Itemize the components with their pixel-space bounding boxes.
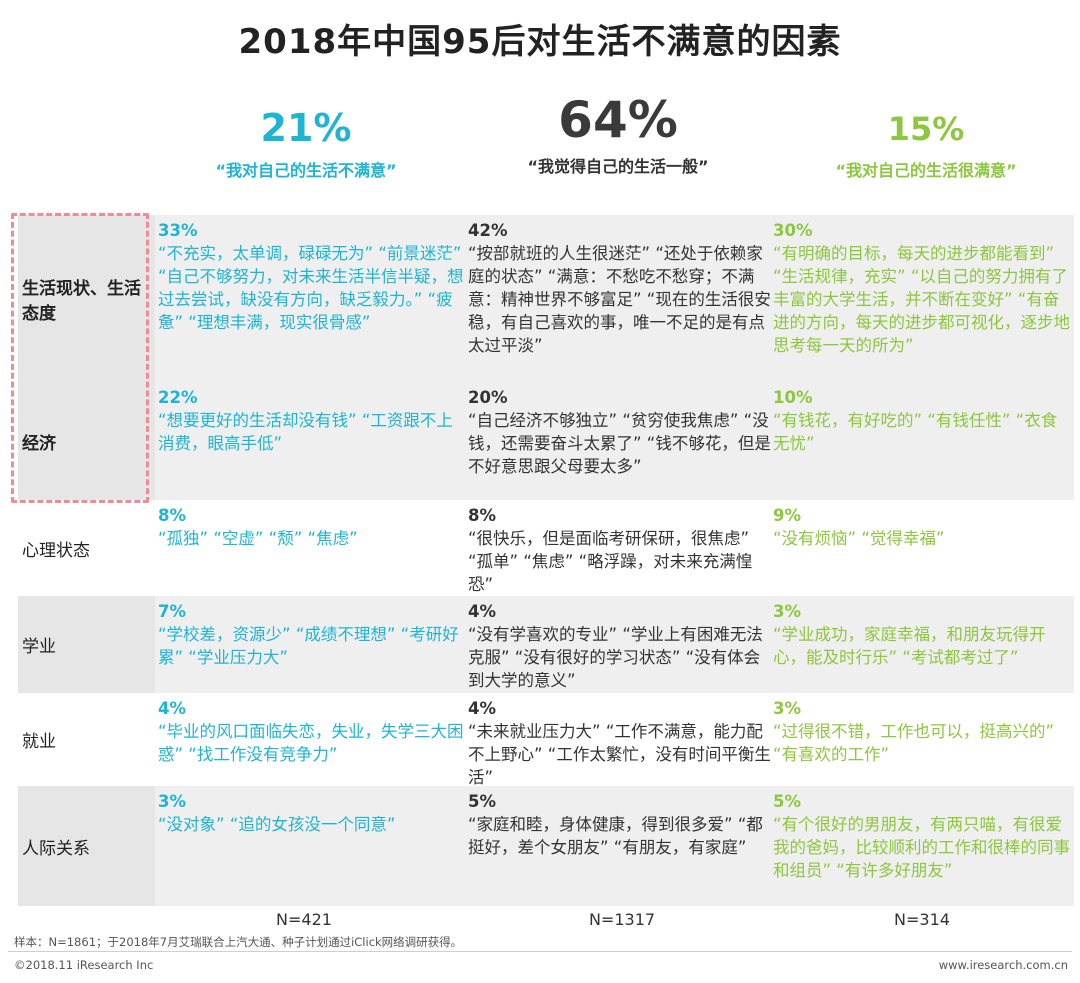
- cell-average: 5% “家庭和睦，身体健康，得到很多爱” “都挺好，差个女朋友” “有朋友，有家庭…: [468, 790, 774, 859]
- cell-average: 42% “按部就班的人生很迷茫” “还处于依赖家庭的状态” “满意：不愁吃不愁穿；…: [468, 219, 774, 357]
- cell-dissatisfied: 4% “毕业的风口面临失恋，失业，失学三大困惑” “找工作没有竞争力”: [158, 697, 468, 766]
- cell-percentage: 5%: [773, 792, 802, 811]
- table-row-life-status: 生活现状、生活态度 33% “不充实，太单调，碌碌无为” “前景迷茫” “自己不够…: [18, 215, 1074, 382]
- table-row-relationships: 人际关系 3% “没对象” “追的女孩没一个同意” 5% “家庭和睦，身体健康，得到…: [18, 786, 1074, 906]
- cell-quotes: “有明确的目标，每天的进步都能看到” “生活规律，充实” “以自己的努力拥有了丰…: [773, 244, 1070, 355]
- cell-quotes: “家庭和睦，身体健康，得到很多爱” “都挺好，差个女朋友” “有朋友，有家庭”: [468, 815, 763, 857]
- cell-quotes: “有钱花，有好吃的” “有钱任性” “衣食无忧”: [773, 411, 1058, 453]
- cell-dissatisfied: 8% “孤独” “空虚” “颓” “焦虑”: [158, 504, 468, 550]
- cell-quotes: “过得很不错，工作也可以，挺高兴的” “有喜欢的工作”: [773, 722, 1055, 764]
- cell-quotes: “很快乐，但是面临考研保研，很焦虑” “孤单” “焦虑” “略浮躁，对未来充满惶…: [468, 529, 753, 594]
- cell-percentage: 10%: [773, 388, 813, 407]
- cell-satisfied: 30% “有明确的目标，每天的进步都能看到” “生活规律，充实” “以自己的努力拥…: [773, 219, 1073, 357]
- cell-percentage: 8%: [468, 506, 497, 525]
- cell-percentage: 22%: [158, 388, 198, 407]
- column-header-dissatisfied: 21% “我对自己的生活不满意”: [156, 95, 456, 181]
- highlight-box: [11, 213, 149, 503]
- cell-percentage: 3%: [773, 699, 802, 718]
- cell-satisfied: 9% “没有烦恼” “觉得幸福”: [773, 504, 1073, 550]
- cell-quotes: “学业成功，家庭幸福，和朋友玩得开心，能及时行乐” “考试都考过了”: [773, 625, 1046, 667]
- cell-dissatisfied: 22% “想要更好的生活却没有钱” “工资跟不上消费，眼高手低”: [158, 386, 468, 455]
- row-label: 心理状态: [18, 500, 155, 596]
- cell-quotes: “没有学喜欢的专业” “学业上有困难无法克服” “没有很好的学习状态” “没有体…: [468, 625, 763, 690]
- copyright: ©2018.11 iResearch Inc: [14, 958, 154, 972]
- cell-satisfied: 3% “学业成功，家庭幸福，和朋友玩得开心，能及时行乐” “考试都考过了”: [773, 600, 1073, 669]
- cell-percentage: 20%: [468, 388, 508, 407]
- cell-quotes: “毕业的风口面临失恋，失业，失学三大困惑” “找工作没有竞争力”: [158, 722, 464, 764]
- website-link[interactable]: www.iresearch.com.cn: [938, 958, 1068, 972]
- column-quote: “我对自己的生活很满意”: [835, 161, 1017, 180]
- cell-percentage: 8%: [158, 506, 187, 525]
- cell-quotes: “学校差，资源少” “成绩不理想” “考研好累” “学业压力大”: [158, 625, 459, 667]
- cell-percentage: 4%: [468, 699, 497, 718]
- cell-percentage: 4%: [158, 699, 187, 718]
- column-percentage: 21%: [260, 106, 352, 150]
- cell-percentage: 9%: [773, 506, 802, 525]
- cell-average: 4% “未来就业压力大” “工作不满意，能力配不上野心” “工作太繁忙，没有时间平…: [468, 697, 774, 789]
- cell-percentage: 30%: [773, 221, 813, 240]
- cell-quotes: “不充实，太单调，碌碌无为” “前景迷茫” “自己不够努力，对未来生活半信半疑，…: [158, 244, 464, 332]
- page-title: 2018年中国95后对生活不满意的因素: [238, 22, 842, 62]
- cell-percentage: 7%: [158, 602, 187, 621]
- cell-satisfied: 3% “过得很不错，工作也可以，挺高兴的” “有喜欢的工作”: [773, 697, 1073, 766]
- column-percentage: 15%: [887, 110, 965, 148]
- cell-quotes: “没有烦恼” “觉得幸福”: [773, 529, 945, 548]
- table-row-academics: 学业 7% “学校差，资源少” “成绩不理想” “考研好累” “学业压力大” 4%…: [18, 596, 1074, 693]
- cell-average: 20% “自己经济不够独立” “贫穷使我焦虑” “没钱，还需要奋斗太累了” “钱不…: [468, 386, 774, 478]
- cell-quotes: “没对象” “追的女孩没一个同意”: [158, 815, 396, 834]
- row-label: 就业: [18, 693, 155, 786]
- cell-percentage: 3%: [773, 602, 802, 621]
- row-label: 学业: [18, 596, 155, 693]
- cell-quotes: “按部就班的人生很迷茫” “还处于依赖家庭的状态” “满意：不愁吃不愁穿；不满意…: [468, 244, 771, 355]
- footnote: 样本：N=1861；于2018年7月艾瑞联合上汽大通、种子计划通过iClick网…: [14, 935, 463, 949]
- sample-size-average: N=1317: [588, 910, 656, 929]
- cell-quotes: “有个很好的男朋友，有两只喵，有很爱我的爸妈，比较顺利的工作和很棒的同事和组员”…: [773, 815, 1070, 880]
- cell-percentage: 33%: [158, 221, 198, 240]
- row-label: 生活现状、生活态度: [18, 215, 155, 382]
- cell-dissatisfied: 3% “没对象” “追的女孩没一个同意”: [158, 790, 468, 836]
- cell-percentage: 5%: [468, 792, 497, 811]
- column-header-average: 64% “我觉得自己的生活一般”: [468, 95, 768, 177]
- cell-percentage: 3%: [158, 792, 187, 811]
- footer-divider: [8, 951, 1072, 952]
- column-percentage: 64%: [558, 91, 678, 149]
- cell-average: 8% “很快乐，但是面临考研保研，很焦虑” “孤单” “焦虑” “略浮躁，对未来充…: [468, 504, 774, 596]
- table-row-employment: 就业 4% “毕业的风口面临失恋，失业，失学三大困惑” “找工作没有竞争力” 4%…: [18, 693, 1074, 789]
- table-row-economy: 经济 22% “想要更好的生活却没有钱” “工资跟不上消费，眼高手低” 20% “自…: [18, 382, 1074, 500]
- table-row-mental-state: 心理状态 8% “孤独” “空虚” “颓” “焦虑” 8% “很快乐，但是面临考研保…: [18, 500, 1074, 596]
- column-quote: “我对自己的生活不满意”: [215, 161, 397, 180]
- cell-quotes: “孤独” “空虚” “颓” “焦虑”: [158, 529, 358, 548]
- cell-satisfied: 10% “有钱花，有好吃的” “有钱任性” “衣食无忧”: [773, 386, 1073, 455]
- sample-size-satisfied: N=314: [894, 910, 950, 929]
- cell-dissatisfied: 7% “学校差，资源少” “成绩不理想” “考研好累” “学业压力大”: [158, 600, 468, 669]
- cell-percentage: 42%: [468, 221, 508, 240]
- sample-size-dissatisfied: N=421: [276, 910, 332, 929]
- cell-quotes: “自己经济不够独立” “贫穷使我焦虑” “没钱，还需要奋斗太累了” “钱不够花，…: [468, 411, 771, 476]
- cell-average: 4% “没有学喜欢的专业” “学业上有困难无法克服” “没有很好的学习状态” “没…: [468, 600, 774, 692]
- cell-dissatisfied: 33% “不充实，太单调，碌碌无为” “前景迷茫” “自己不够努力，对未来生活半信…: [158, 219, 468, 334]
- cell-satisfied: 5% “有个很好的男朋友，有两只喵，有很爱我的爸妈，比较顺利的工作和很棒的同事和组…: [773, 790, 1073, 882]
- cell-quotes: “想要更好的生活却没有钱” “工资跟不上消费，眼高手低”: [158, 411, 453, 453]
- row-label: 人际关系: [18, 786, 155, 906]
- cell-quotes: “未来就业压力大” “工作不满意，能力配不上野心” “工作太繁忙，没有时间平衡生…: [468, 722, 771, 787]
- cell-percentage: 4%: [468, 602, 497, 621]
- column-quote: “我觉得自己的生活一般”: [527, 157, 709, 176]
- row-label: 经济: [18, 382, 155, 500]
- column-header-satisfied: 15% “我对自己的生活很满意”: [776, 95, 1076, 181]
